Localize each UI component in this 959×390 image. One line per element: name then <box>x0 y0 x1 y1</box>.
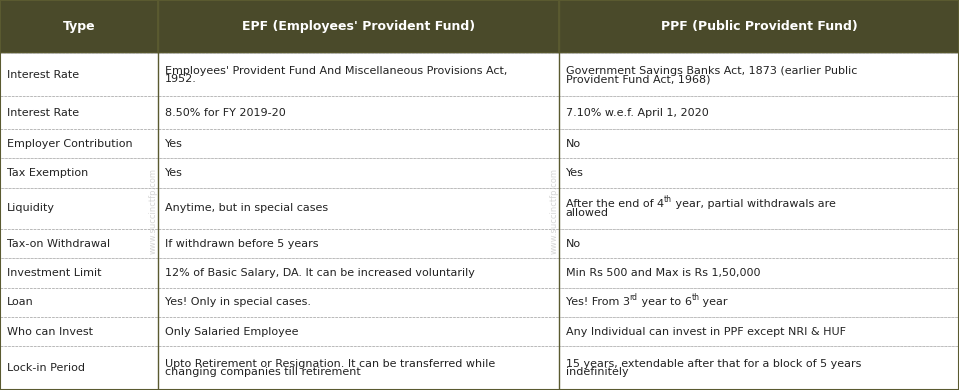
Bar <box>559 53 959 96</box>
Text: indefinitely: indefinitely <box>566 367 628 378</box>
Bar <box>0 346 158 390</box>
Text: year: year <box>699 297 728 307</box>
Text: Tax Exemption: Tax Exemption <box>7 168 88 178</box>
Bar <box>559 158 959 188</box>
Text: Lock-in Period: Lock-in Period <box>7 363 84 373</box>
Text: 6: 6 <box>685 297 691 307</box>
Bar <box>158 346 559 390</box>
Text: Yes: Yes <box>165 138 183 149</box>
Bar <box>158 288 559 317</box>
Text: 15 years, extendable after that for a block of 5 years: 15 years, extendable after that for a bl… <box>566 359 861 369</box>
Text: changing companies till retirement: changing companies till retirement <box>165 367 361 378</box>
Bar <box>559 129 959 158</box>
Text: No: No <box>566 138 581 149</box>
Bar <box>559 317 959 346</box>
Bar <box>158 129 559 158</box>
Text: www.succinctfp.com: www.succinctfp.com <box>149 168 158 254</box>
Text: Anytime, but in special cases: Anytime, but in special cases <box>165 203 328 213</box>
Bar <box>559 96 959 129</box>
Bar <box>158 258 559 288</box>
Bar <box>158 158 559 188</box>
Bar <box>0 258 158 288</box>
Bar <box>158 53 559 96</box>
Text: Liquidity: Liquidity <box>7 203 55 213</box>
Text: If withdrawn before 5 years: If withdrawn before 5 years <box>165 239 318 249</box>
Text: Only Salaried Employee: Only Salaried Employee <box>165 326 298 337</box>
Text: Yes: Yes <box>566 168 584 178</box>
Bar <box>0 96 158 129</box>
Text: year, partial withdrawals are: year, partial withdrawals are <box>672 199 836 209</box>
Text: Upto Retirement or Resignation. It can be transferred while: Upto Retirement or Resignation. It can b… <box>165 359 495 369</box>
Bar <box>559 188 959 229</box>
Text: 12% of Basic Salary, DA. It can be increased voluntarily: 12% of Basic Salary, DA. It can be incre… <box>165 268 475 278</box>
Bar <box>158 229 559 258</box>
Text: Any Individual can invest in PPF except NRI & HUF: Any Individual can invest in PPF except … <box>566 326 846 337</box>
Text: Yes! From: Yes! From <box>566 297 622 307</box>
Bar <box>559 258 959 288</box>
Bar <box>559 0 959 53</box>
Text: Employer Contribution: Employer Contribution <box>7 138 132 149</box>
Text: Interest Rate: Interest Rate <box>7 70 79 80</box>
Bar <box>158 188 559 229</box>
Text: th: th <box>691 293 699 302</box>
Text: PPF (Public Provident Fund): PPF (Public Provident Fund) <box>661 20 857 33</box>
Bar <box>0 0 158 53</box>
Text: Employees' Provident Fund And Miscellaneous Provisions Act,: Employees' Provident Fund And Miscellane… <box>165 66 507 76</box>
Text: Government Savings Banks Act, 1873 (earlier Public: Government Savings Banks Act, 1873 (earl… <box>566 66 857 76</box>
Bar <box>0 288 158 317</box>
Bar <box>158 0 559 53</box>
Bar <box>559 229 959 258</box>
Text: rd: rd <box>630 293 638 302</box>
Bar <box>0 229 158 258</box>
Bar <box>0 53 158 96</box>
Text: Provident Fund Act, 1968): Provident Fund Act, 1968) <box>566 74 711 84</box>
Text: Interest Rate: Interest Rate <box>7 108 79 118</box>
Text: Who can Invest: Who can Invest <box>7 326 93 337</box>
Bar <box>158 96 559 129</box>
Text: EPF (Employees' Provident Fund): EPF (Employees' Provident Fund) <box>242 20 476 33</box>
Text: Investment Limit: Investment Limit <box>7 268 102 278</box>
Text: Tax-on Withdrawal: Tax-on Withdrawal <box>7 239 110 249</box>
Text: www.succinctfp.com: www.succinctfp.com <box>550 168 559 254</box>
Bar <box>158 317 559 346</box>
Bar <box>559 346 959 390</box>
Text: 3: 3 <box>622 297 630 307</box>
Text: Yes: Yes <box>165 168 183 178</box>
Text: Loan: Loan <box>7 297 34 307</box>
Text: After the end of: After the end of <box>566 199 657 209</box>
Text: No: No <box>566 239 581 249</box>
Text: 1952.: 1952. <box>165 74 197 84</box>
Text: 8.50% for FY 2019-20: 8.50% for FY 2019-20 <box>165 108 286 118</box>
Text: Type: Type <box>62 20 96 33</box>
Text: year to: year to <box>638 297 685 307</box>
Text: allowed: allowed <box>566 207 609 218</box>
Text: Min Rs 500 and Max is Rs 1,50,000: Min Rs 500 and Max is Rs 1,50,000 <box>566 268 760 278</box>
Bar <box>0 129 158 158</box>
Text: 7.10% w.e.f. April 1, 2020: 7.10% w.e.f. April 1, 2020 <box>566 108 709 118</box>
Bar <box>559 288 959 317</box>
Bar <box>0 317 158 346</box>
Text: th: th <box>664 195 672 204</box>
Bar <box>0 158 158 188</box>
Bar <box>0 188 158 229</box>
Text: 4: 4 <box>657 199 664 209</box>
Text: Yes! Only in special cases.: Yes! Only in special cases. <box>165 297 311 307</box>
